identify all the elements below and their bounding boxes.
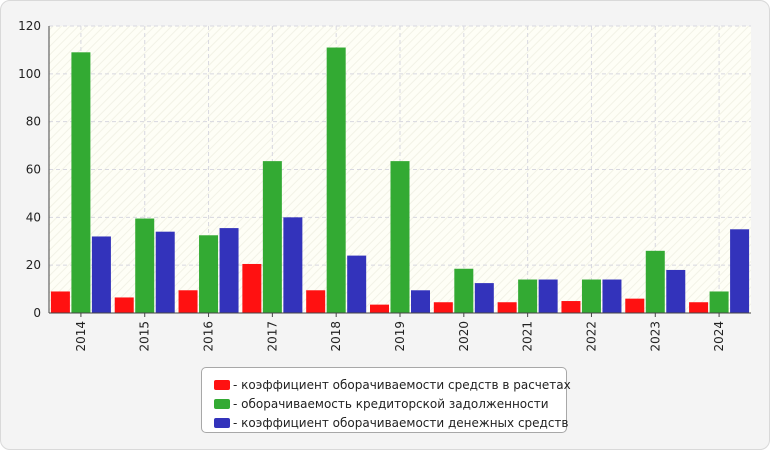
bar	[347, 255, 367, 313]
bar	[689, 302, 709, 313]
bar	[666, 269, 686, 313]
bar	[497, 302, 517, 313]
y-axis-tick-labels: 0 20 40 60 80 100 120	[18, 19, 41, 320]
legend-swatch	[214, 417, 230, 428]
legend: - коэффициент оборачиваемости средств в …	[201, 367, 571, 433]
axes	[48, 26, 751, 317]
bar	[91, 236, 111, 313]
legend-item: - оборачиваемость кредиторской задолженн…	[214, 394, 566, 413]
y-tick-label: 120	[18, 19, 41, 33]
bar	[114, 297, 134, 313]
bar	[474, 283, 494, 313]
legend-swatch	[214, 379, 230, 390]
legend-swatch	[214, 398, 230, 409]
legend-label: - коэффициент оборачиваемости средств в …	[233, 377, 571, 392]
bar	[306, 290, 326, 313]
bar	[581, 279, 601, 313]
bar	[50, 291, 70, 313]
bar	[411, 290, 430, 313]
bar	[602, 279, 622, 313]
legend-item: - коэффициент оборачиваемости денежных с…	[214, 413, 569, 432]
bar	[518, 279, 538, 313]
bar	[178, 290, 198, 313]
x-tick-label: 2014	[74, 321, 88, 352]
bar	[730, 229, 750, 313]
bar	[155, 231, 175, 313]
bar	[71, 52, 91, 313]
y-tick-label: 60	[26, 163, 41, 177]
x-tick-label: 2016	[202, 321, 216, 352]
bar	[370, 304, 389, 313]
x-tick-label: 2018	[329, 321, 343, 352]
bar	[709, 291, 729, 313]
bar	[262, 161, 282, 313]
bars	[50, 47, 750, 314]
x-tick-label: 2024	[712, 321, 726, 352]
bar	[645, 250, 665, 313]
bar	[625, 298, 645, 313]
y-tick-label: 80	[26, 115, 41, 129]
x-tick-label: 2020	[457, 321, 471, 352]
legend-label: - оборачиваемость кредиторской задолженн…	[233, 396, 549, 411]
bar	[326, 47, 346, 314]
x-tick-label: 2019	[393, 321, 407, 352]
bar	[538, 279, 558, 313]
bar	[561, 301, 581, 313]
x-tick-label: 2021	[521, 321, 535, 352]
bar	[283, 217, 303, 313]
bar	[199, 235, 219, 313]
legend-item: - коэффициент оборачиваемости средств в …	[214, 375, 571, 394]
x-axis-tick-labels: 2014 2015 2016 2017 2018 2019 2020 2021 2022 2023…	[74, 321, 726, 352]
y-tick-label: 0	[33, 306, 41, 320]
x-tick-label: 2015	[138, 321, 152, 352]
x-tick-label: 2022	[584, 321, 598, 352]
y-tick-label: 100	[18, 67, 41, 81]
bar	[135, 218, 155, 313]
legend-label: - коэффициент оборачиваемости денежных с…	[233, 415, 569, 430]
bar	[433, 302, 453, 313]
x-tick-label: 2017	[265, 321, 279, 352]
bar	[454, 268, 474, 313]
bar	[390, 161, 410, 313]
y-tick-label: 40	[26, 210, 41, 224]
bar	[242, 263, 262, 313]
y-tick-label: 20	[26, 258, 41, 272]
bar	[219, 228, 239, 313]
x-tick-label: 2023	[648, 321, 662, 352]
